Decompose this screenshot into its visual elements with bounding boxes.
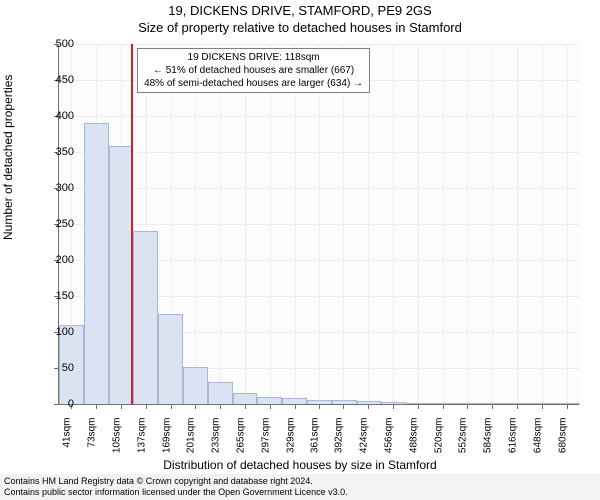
xtick-mark [368,404,369,409]
xtick-mark [393,404,394,409]
histogram-bar [357,401,382,404]
x-axis-label: Distribution of detached houses by size … [0,458,600,472]
ytick-label: 0 [44,398,74,410]
chart-title: 19, DICKENS DRIVE, STAMFORD, PE9 2GS [0,3,600,18]
gridline-v [517,44,518,404]
xtick-mark [245,404,246,409]
licence-line1: Contains HM Land Registry data © Crown c… [4,476,596,487]
ytick-label: 450 [44,74,74,86]
histogram-bar [233,393,258,404]
gridline-v [319,44,320,404]
plot-area: 19 DICKENS DRIVE: 118sqm ← 51% of detach… [58,44,579,405]
histogram-bar [555,403,580,404]
gridline-v [393,44,394,404]
histogram-bar [84,123,109,404]
xtick-mark [567,404,568,409]
xtick-mark [467,404,468,409]
callout-line3: 48% of semi-detached houses are larger (… [144,77,363,90]
y-axis-label: Number of detached properties [1,75,15,240]
histogram-bar [109,146,134,404]
callout-box: 19 DICKENS DRIVE: 118sqm ← 51% of detach… [137,48,370,93]
licence-footer: Contains HM Land Registry data © Crown c… [0,474,600,500]
histogram-bar [431,403,456,404]
chart-subtitle: Size of property relative to detached ho… [0,20,600,35]
gridline-v [368,44,369,404]
xtick-mark [492,404,493,409]
xtick-mark [418,404,419,409]
xtick-mark [121,404,122,409]
histogram-bar [530,403,555,404]
ytick-label: 200 [44,254,74,266]
xtick-mark [220,404,221,409]
xtick-mark [295,404,296,409]
histogram-bar [133,231,158,404]
chart-container: 19, DICKENS DRIVE, STAMFORD, PE9 2GS Siz… [0,0,600,500]
gridline-v [418,44,419,404]
ytick-label: 400 [44,110,74,122]
gridline-v [467,44,468,404]
histogram-bar [158,314,183,404]
ytick-label: 150 [44,290,74,302]
histogram-bar [282,398,307,404]
xtick-mark [542,404,543,409]
gridline-v [245,44,246,404]
xtick-mark [96,404,97,409]
ytick-label: 500 [44,38,74,50]
xtick-mark [517,404,518,409]
gridline-v [443,44,444,404]
gridline-v [492,44,493,404]
ytick-label: 250 [44,218,74,230]
gridline-v [567,44,568,404]
gridline-v [542,44,543,404]
xtick-mark [195,404,196,409]
histogram-bar [456,403,481,404]
marker-line [131,44,133,404]
gridline-v [295,44,296,404]
callout-line2: ← 51% of detached houses are smaller (66… [144,64,363,77]
ytick-label: 50 [44,362,74,374]
histogram-bar [381,402,406,404]
ytick-label: 350 [44,146,74,158]
histogram-bar [505,403,530,404]
histogram-bar [208,382,233,404]
xtick-mark [270,404,271,409]
histogram-bar [406,403,431,404]
ytick-label: 300 [44,182,74,194]
histogram-bar [332,400,357,404]
licence-line2: Contains public sector information licen… [4,487,596,498]
gridline-v [343,44,344,404]
xtick-mark [343,404,344,409]
histogram-bar [257,397,282,404]
xtick-mark [146,404,147,409]
callout-line1: 19 DICKENS DRIVE: 118sqm [144,51,363,64]
xtick-mark [171,404,172,409]
histogram-bar [307,400,332,404]
gridline-v [220,44,221,404]
xtick-mark [443,404,444,409]
ytick-label: 100 [44,326,74,338]
gridline-v [195,44,196,404]
histogram-bar [481,403,506,404]
histogram-bar [183,367,208,404]
gridline-v [270,44,271,404]
xtick-mark [319,404,320,409]
